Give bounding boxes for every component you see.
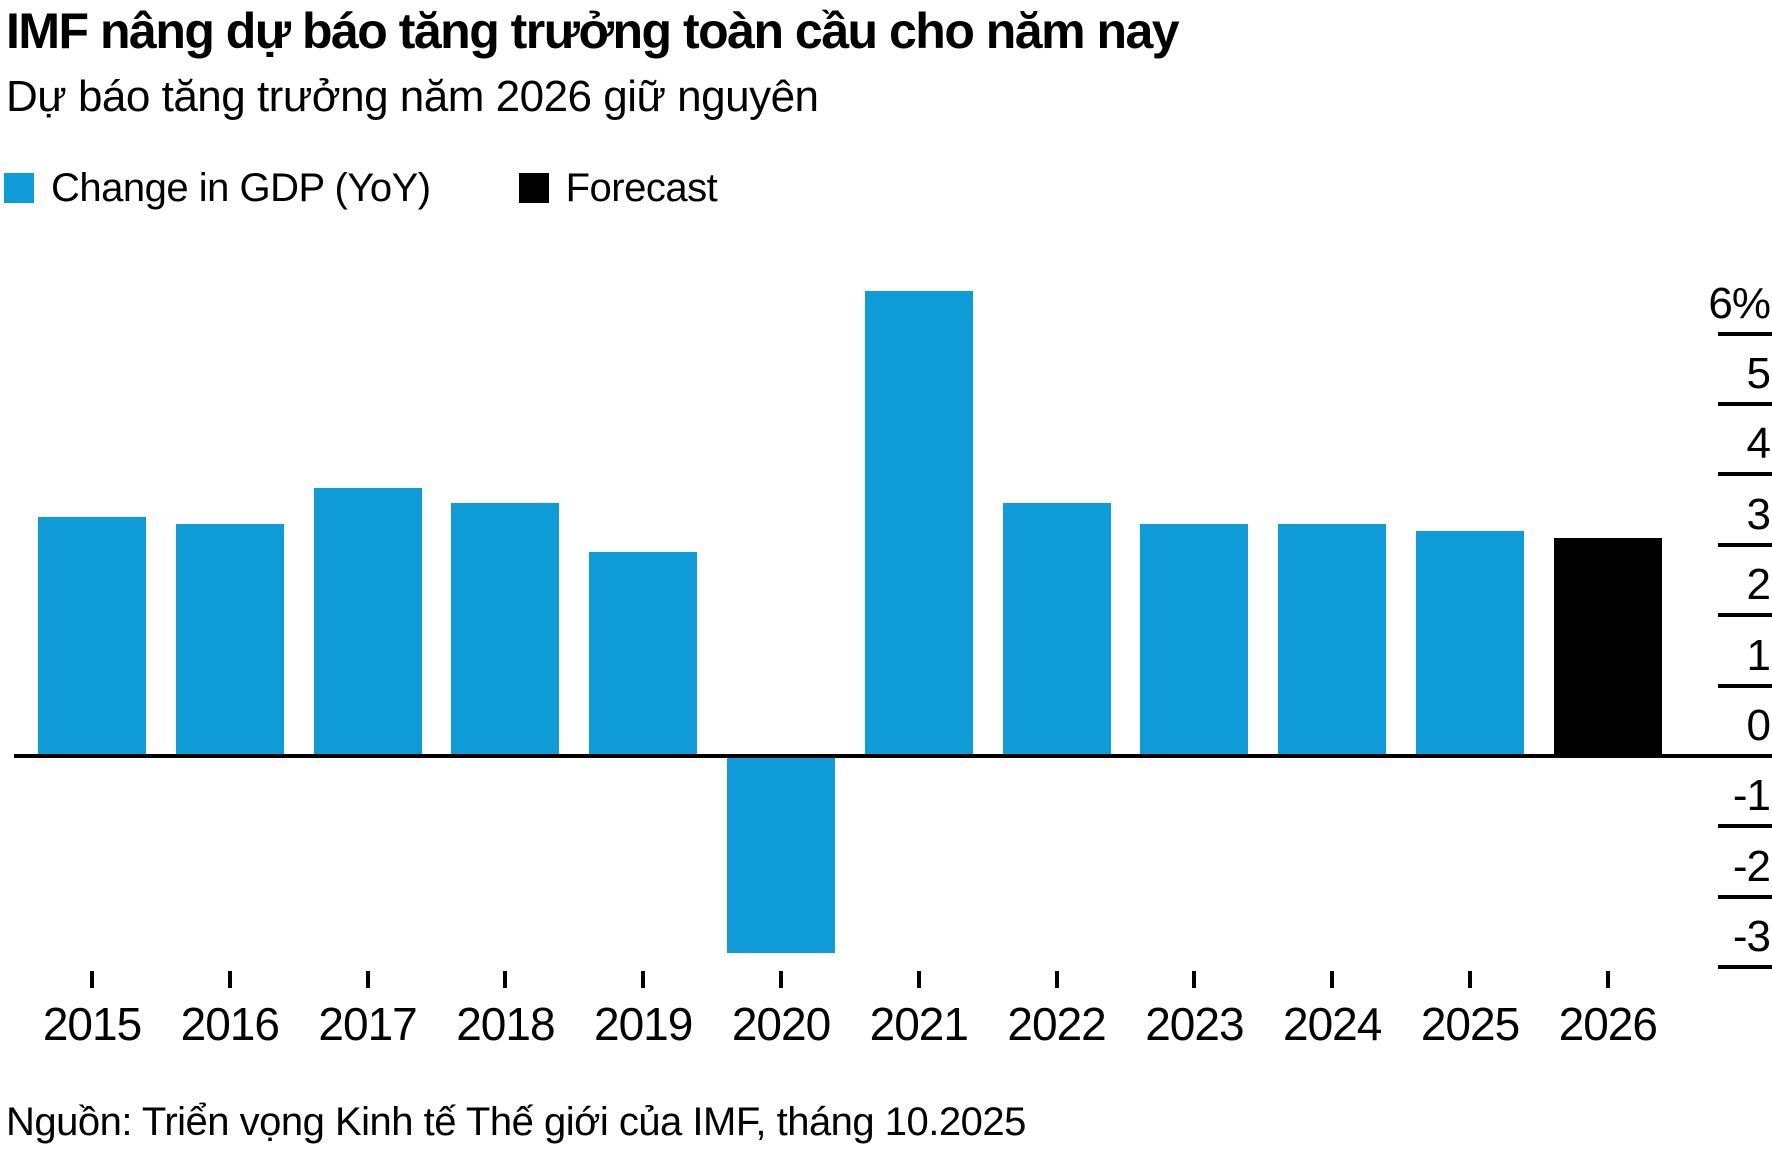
x-tick-2021 [916,971,921,988]
y-tick-label-6: 6% [1708,278,1771,328]
legend-item-gdp: Change in GDP (YoY) [4,166,431,211]
zero-axis-line [14,754,1772,758]
bar-2017 [313,488,422,756]
x-label-2020: 2020 [731,998,831,1050]
x-tick-2015 [90,971,94,988]
x-tick-2026 [1605,971,1610,988]
bar-2015 [38,516,146,756]
x-label-2015: 2015 [42,998,142,1050]
bar-2020 [727,756,835,954]
bar-2021 [864,291,973,756]
legend-item-forecast: Forecast [518,165,718,211]
legend-label-gdp: Change in GDP (YoY) [51,165,431,210]
y-gridline-6 [1718,331,1772,336]
bar-2025 [1416,530,1524,756]
x-label-2021: 2021 [869,998,969,1050]
x-label-2023: 2023 [1145,998,1244,1050]
chart-legend: Change in GDP (YoY) Forecast [4,165,718,211]
x-tick-2020 [779,971,783,988]
x-tick-2023 [1192,971,1197,988]
y-tick-label-4: 4 [1746,419,1771,469]
x-label-2019: 2019 [594,998,693,1050]
y-gridline-4 [1718,472,1772,477]
y-tick-label--3: -3 [1732,912,1771,962]
bar-2022 [1002,502,1111,756]
y-gridline-2 [1718,613,1772,618]
x-label-2024: 2024 [1283,998,1382,1050]
x-tick-2022 [1054,971,1059,988]
bar-2024 [1278,523,1387,756]
y-tick-label-3: 3 [1746,489,1771,539]
x-tick-2019 [641,971,646,988]
x-label-2022: 2022 [1007,998,1106,1050]
y-tick-label-5: 5 [1746,349,1771,398]
y-tick-label-0: 0 [1746,701,1771,750]
bar-2026 [1553,537,1662,756]
y-gridline--2 [1718,894,1772,899]
y-tick-label--1: -1 [1732,771,1771,821]
x-tick-2016 [227,971,232,988]
legend-swatch-forecast-icon [518,173,549,203]
x-label-2025: 2025 [1420,998,1520,1050]
y-gridline--3 [1718,965,1772,970]
y-tick-label-2: 2 [1746,560,1771,610]
bar-2019 [589,551,698,756]
y-tick-label--2: -2 [1732,841,1771,891]
y-gridline-5 [1718,402,1772,406]
legend-swatch-gdp-icon [4,173,34,203]
bar-2016 [175,523,284,756]
chart-subtitle: Dự báo tăng trưởng năm 2026 giữ nguyên [6,72,819,121]
x-tick-2017 [365,971,370,988]
source-note: Nguồn: Triển vọng Kinh tế Thế giới của I… [6,1100,1026,1144]
y-gridline-3 [1718,542,1772,547]
y-gridline-1 [1718,683,1772,688]
x-label-2016: 2016 [180,998,280,1050]
legend-label-forecast: Forecast [565,165,718,210]
x-tick-2024 [1330,971,1335,988]
x-label-2017: 2017 [318,998,417,1050]
chart-title: IMF nâng dự báo tăng trưởng toàn cầu cho… [6,3,1180,59]
bar-2018 [451,502,560,756]
y-tick-label-1: 1 [1746,630,1771,680]
x-label-2026: 2026 [1558,998,1658,1050]
bar-2023 [1140,523,1249,756]
x-tick-2025 [1468,971,1472,988]
x-label-2018: 2018 [456,998,555,1050]
y-gridline--1 [1718,824,1772,829]
x-tick-2018 [503,971,508,988]
